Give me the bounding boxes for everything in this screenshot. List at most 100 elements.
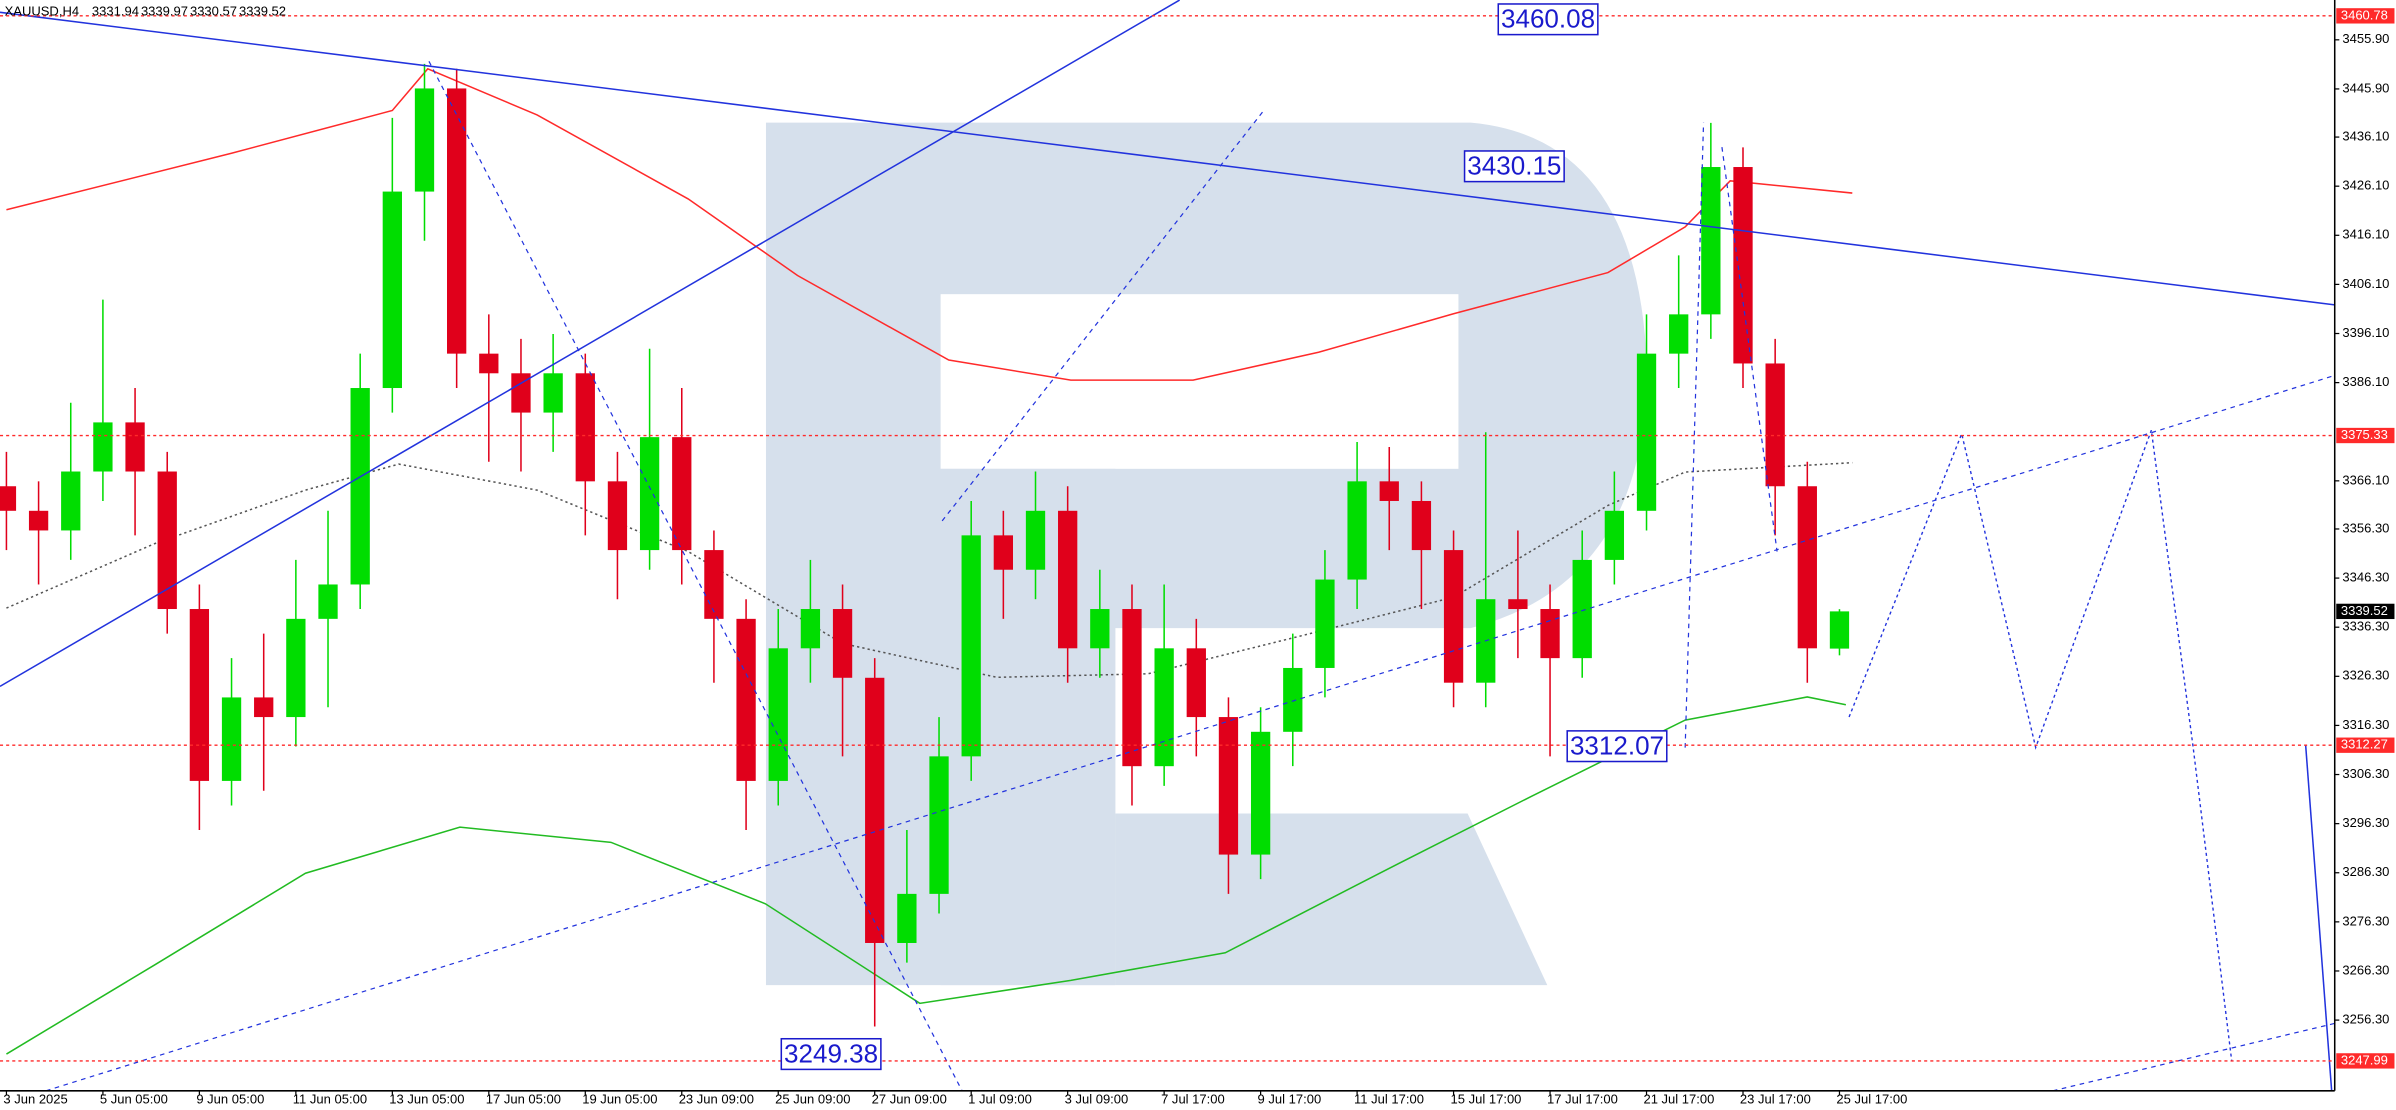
x-tick-label: 3 Jun 2025 xyxy=(3,1091,67,1106)
x-tick-label: 11 Jun 05:00 xyxy=(293,1091,367,1106)
annotation-label: 3249.38 xyxy=(784,1038,878,1068)
header-low: 3330.57 xyxy=(190,4,237,19)
annotation-box xyxy=(780,1037,882,1071)
candle-body xyxy=(93,422,113,472)
candle-body xyxy=(157,471,177,610)
moving-average xyxy=(6,67,1853,381)
x-tick-label: 23 Jun 09:00 xyxy=(679,1091,754,1106)
channel-line xyxy=(45,374,2335,1092)
y-tick-label: 3336.30 xyxy=(2342,619,2389,634)
moving-average xyxy=(6,461,1853,679)
candle-body xyxy=(736,618,756,781)
candle-body xyxy=(382,191,402,389)
y-tick-label: 3266.30 xyxy=(2342,962,2389,977)
header-high: 3339.97 xyxy=(141,4,188,19)
candle-body xyxy=(1154,648,1174,767)
y-tick-label: 3455.90 xyxy=(2342,31,2389,46)
x-tick-label: 25 Jun 09:00 xyxy=(775,1091,850,1106)
trend-line xyxy=(0,0,1181,688)
wave-line xyxy=(2304,744,2333,1091)
x-tick-label: 9 Jul 17:00 xyxy=(1258,1091,1322,1106)
x-tick-label: 15 Jul 17:00 xyxy=(1451,1091,1522,1106)
candle-body xyxy=(865,677,885,943)
candle-body xyxy=(768,648,788,781)
candle-body xyxy=(1797,486,1817,649)
level-label: 3312.27 xyxy=(2341,737,2388,752)
candle-body xyxy=(832,609,853,678)
candle-body xyxy=(1250,731,1271,855)
annotation-box xyxy=(1497,3,1599,36)
candle-body xyxy=(254,697,274,718)
candle-body xyxy=(1218,717,1239,855)
candle-body xyxy=(1025,510,1046,570)
x-tick-label: 17 Jun 05:00 xyxy=(486,1091,561,1106)
level-tag xyxy=(2336,8,2395,24)
level-tag xyxy=(2336,427,2395,444)
wave-line xyxy=(1721,147,1778,552)
y-tick-label: 3296.30 xyxy=(2342,815,2389,830)
y-tick-label: 3426.10 xyxy=(2342,178,2389,193)
x-tick-label: 1 Jul 09:00 xyxy=(968,1091,1032,1106)
candle-body xyxy=(221,697,242,781)
x-tick-label: 17 Jul 17:00 xyxy=(1547,1091,1618,1106)
y-tick-label: 3416.10 xyxy=(2342,227,2389,242)
x-tick-label: 25 Jul 17:00 xyxy=(1836,1091,1907,1106)
candle-body xyxy=(61,471,81,531)
candle-body xyxy=(0,486,17,511)
candle-body xyxy=(672,437,692,551)
y-tick-label: 3366.10 xyxy=(2342,472,2389,487)
candle-body xyxy=(607,481,628,551)
candle-body xyxy=(511,373,531,413)
candle-body xyxy=(1604,510,1625,560)
level-tag xyxy=(2336,1053,2395,1069)
candle-body xyxy=(1540,609,1560,659)
y-tick-label: 3286.30 xyxy=(2342,864,2389,879)
header: XAUUSD,H4 3331.94 3339.97 3330.57 3339.5… xyxy=(5,4,286,19)
candle-body xyxy=(286,618,306,718)
x-tick-label: 27 Jun 09:00 xyxy=(872,1091,947,1106)
annotation-label: 3312.07 xyxy=(1570,731,1664,761)
candle-body xyxy=(1186,648,1206,718)
candle-body xyxy=(1283,667,1303,732)
overlay: 3460.78 3375.33 3312.27 3247.99 3339.52 3460.… xyxy=(0,3,2395,1071)
watermark-leg xyxy=(1115,813,1548,986)
candle-body xyxy=(704,550,724,619)
candle-body xyxy=(1669,314,1689,354)
candle-body xyxy=(1315,579,1335,668)
y-tick-label: 3406.10 xyxy=(2342,276,2389,291)
x-tick-label: 11 Jul 17:00 xyxy=(1354,1091,1424,1106)
x-tick-label: 9 Jun 05:00 xyxy=(196,1091,264,1106)
price-tag xyxy=(2336,603,2395,620)
candle-body xyxy=(1829,611,1850,649)
candle-body xyxy=(350,388,370,585)
level-label: 3375.33 xyxy=(2341,427,2388,442)
candle-body xyxy=(414,88,435,192)
level-label: 3247.99 xyxy=(2341,1052,2388,1067)
candle-body xyxy=(318,584,338,619)
header-close: 3339.52 xyxy=(239,4,286,19)
candle-body xyxy=(189,609,210,781)
candle-body xyxy=(1765,363,1785,487)
y-tick-label: 3396.10 xyxy=(2342,325,2389,340)
candle-body xyxy=(575,373,595,482)
candle-body xyxy=(1572,559,1592,659)
y-tick-label: 3276.30 xyxy=(2342,913,2389,928)
candle-body xyxy=(1058,510,1078,649)
level-tag xyxy=(2336,737,2395,753)
candle-body xyxy=(1733,167,1753,364)
y-tick-label: 3445.90 xyxy=(2342,80,2389,95)
candle-body xyxy=(961,535,981,757)
trend-line xyxy=(0,11,2335,306)
candle-body xyxy=(897,893,917,943)
candle-body xyxy=(1379,481,1399,501)
annotation-label: 3430.15 xyxy=(1467,151,1561,181)
candle-body xyxy=(929,756,949,894)
channel-line xyxy=(2052,1022,2335,1092)
candle-body xyxy=(1636,353,1657,511)
annotation-box xyxy=(1566,730,1668,763)
x-tick-label: 13 Jun 05:00 xyxy=(389,1091,464,1106)
candle-body xyxy=(543,373,563,413)
header-open: 3331.94 xyxy=(92,4,139,19)
forecast-path xyxy=(1848,429,2233,1062)
